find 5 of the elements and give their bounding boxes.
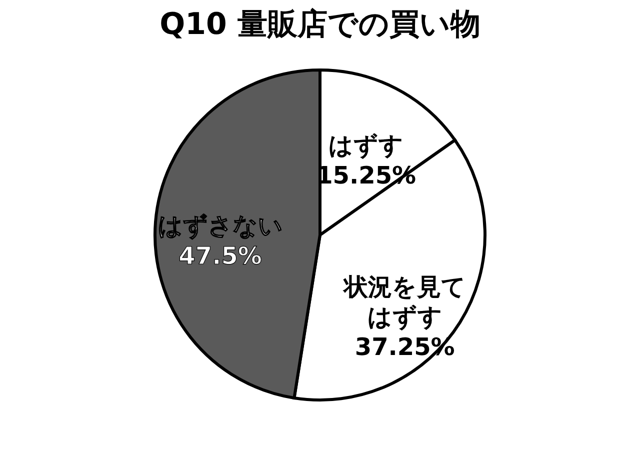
chart-title: Q10 量販店での買い物 — [160, 7, 480, 42]
slice-label: はずす — [328, 131, 404, 160]
data-label: 47.5% — [178, 242, 262, 270]
slice-label: 状況を見てはずす — [342, 272, 466, 331]
slice-label: はずさない — [158, 212, 283, 240]
